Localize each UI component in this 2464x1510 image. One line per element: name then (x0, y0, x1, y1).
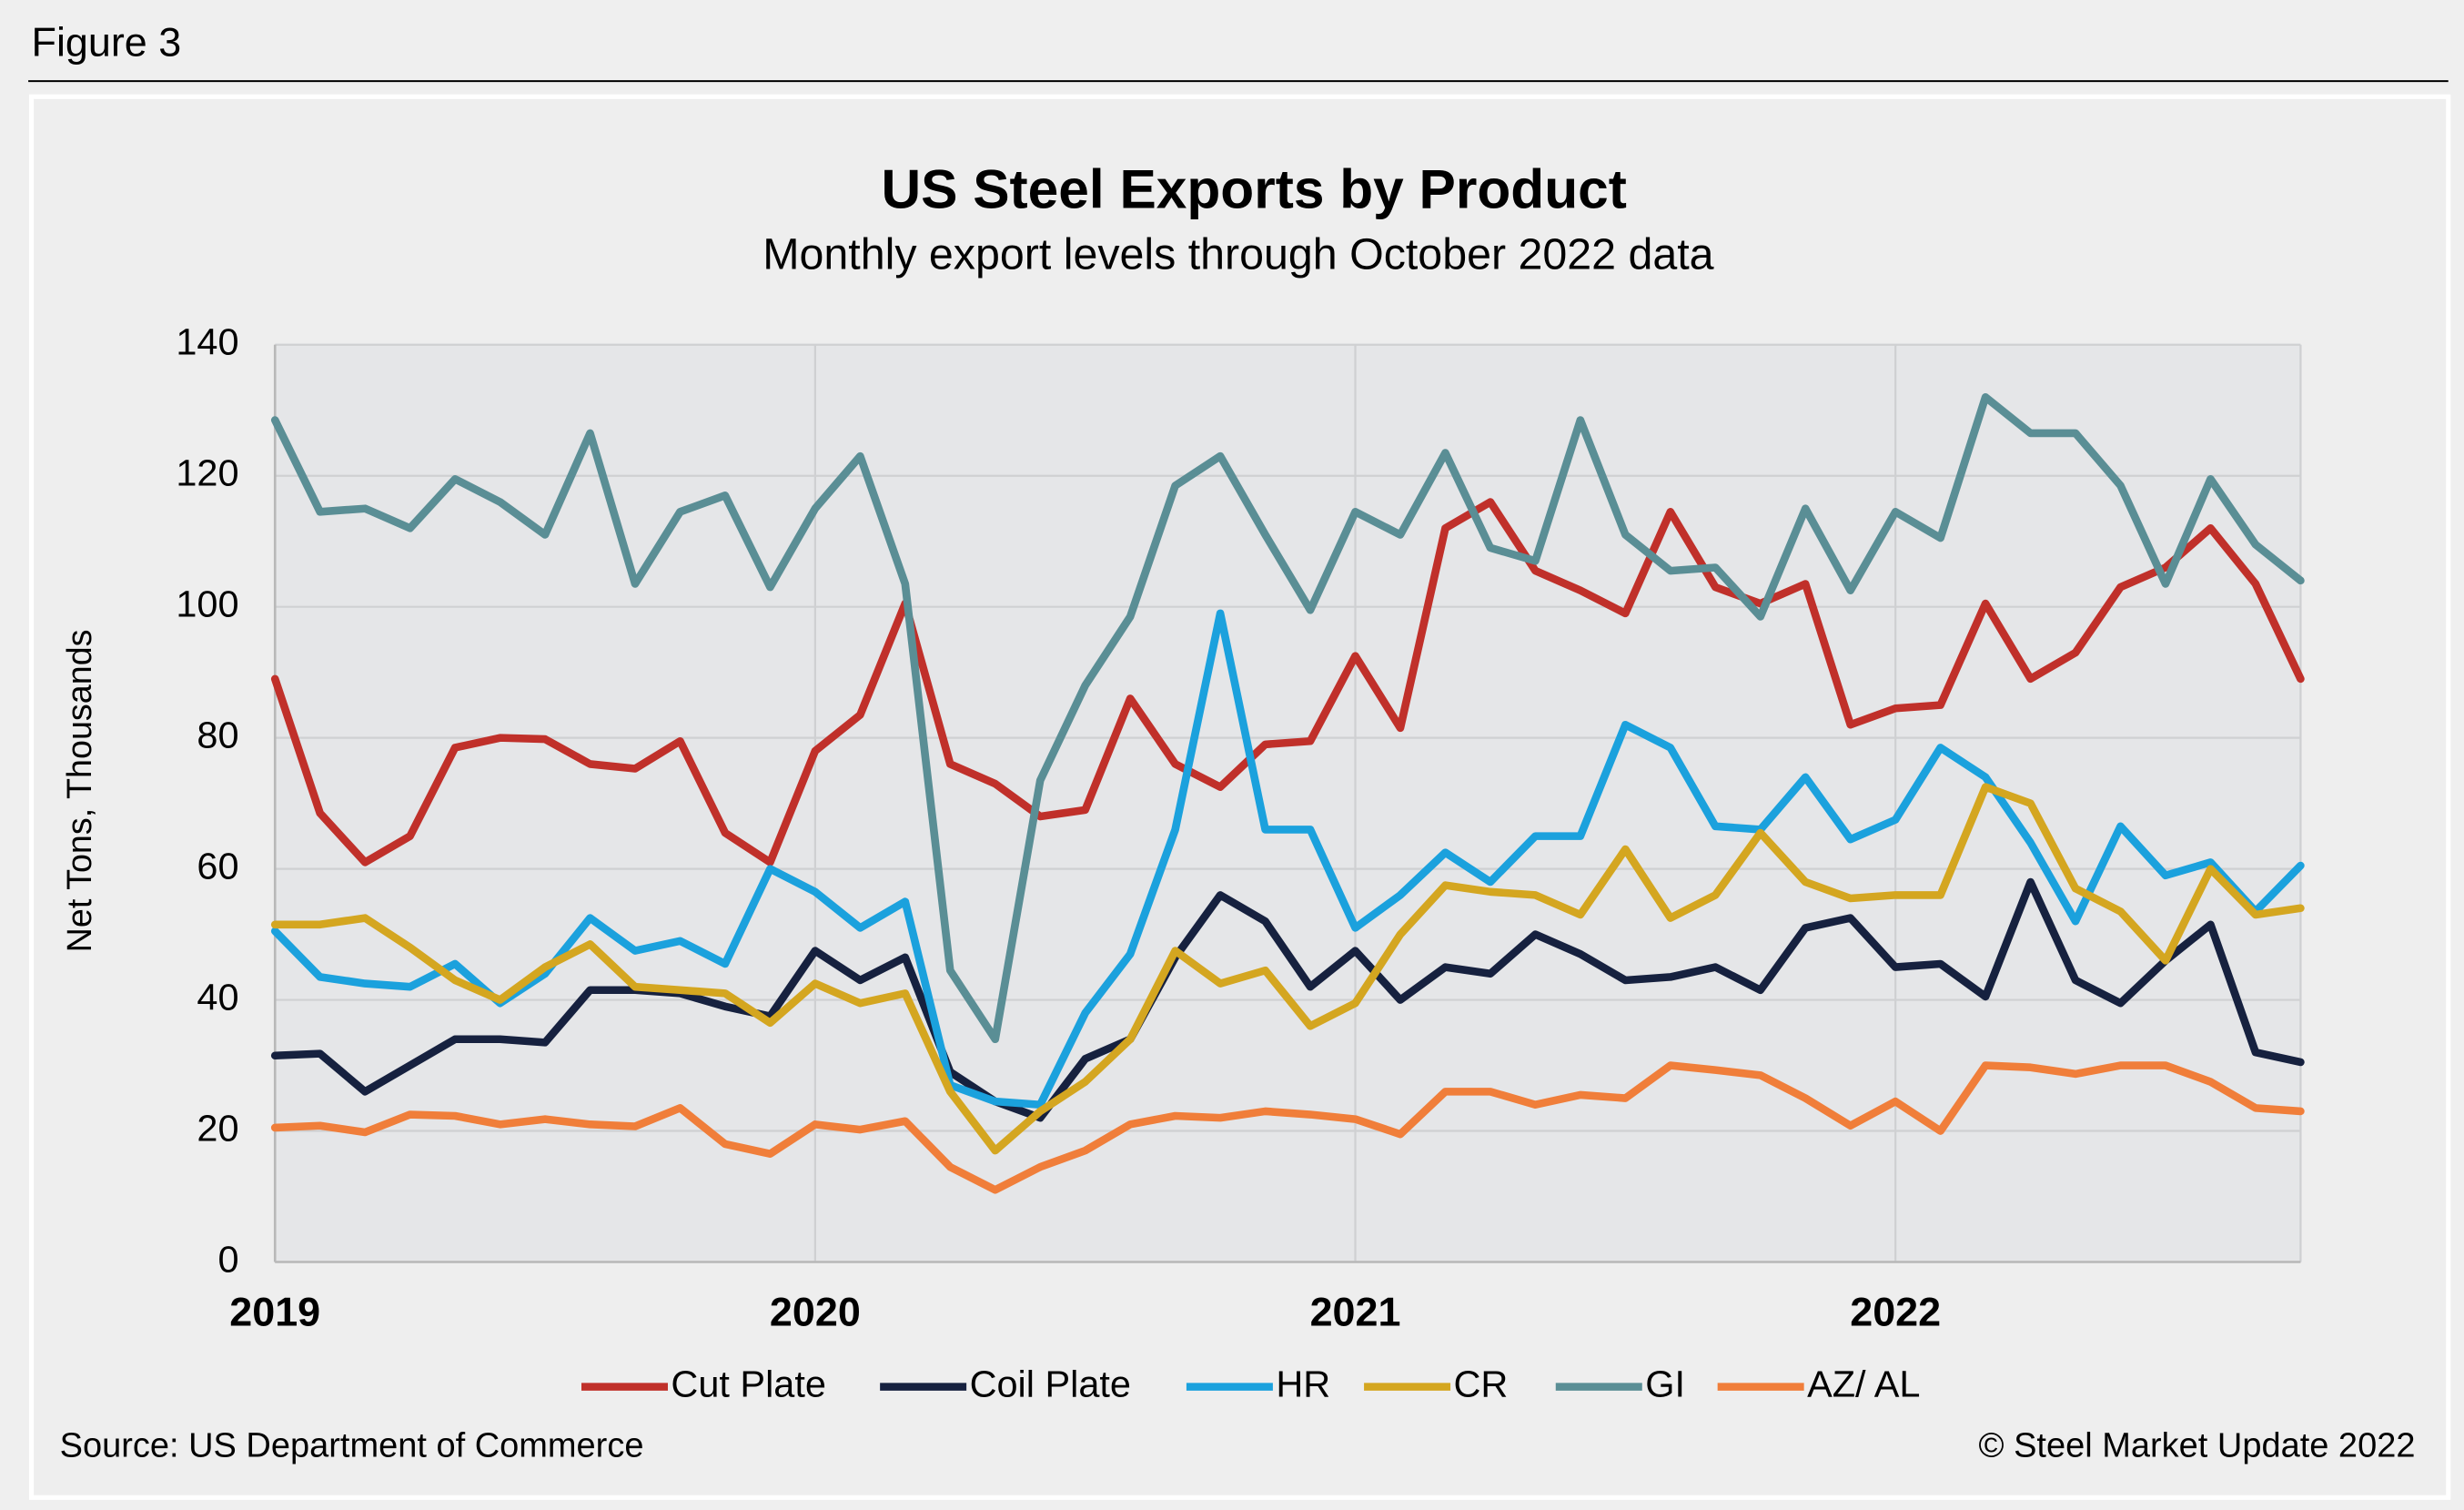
x-tick-label: 2022 (1850, 1291, 1941, 1335)
legend-label: AZ/ AL (1807, 1363, 1920, 1405)
y-tick-label: 0 (217, 1239, 238, 1281)
x-tick-label: 2019 (229, 1291, 320, 1335)
y-tick-label: 20 (197, 1108, 238, 1150)
figure-label: Figure 3 (32, 21, 182, 66)
y-axis-label: Net Tons, Thousands (61, 629, 99, 952)
x-tick-label: 2021 (1310, 1291, 1401, 1335)
chart-subtitle: Monthly export levels through October 20… (762, 230, 1714, 279)
legend-label: Coil Plate (970, 1363, 1131, 1405)
y-tick-label: 140 (176, 321, 238, 363)
y-tick-label: 80 (197, 714, 238, 756)
y-tick-label: 40 (197, 977, 238, 1018)
series-line (270, 498, 2305, 866)
legend-label: CR (1454, 1363, 1509, 1405)
series-line (270, 877, 2305, 1122)
series-line (270, 609, 2305, 1110)
series-line (270, 393, 2305, 1044)
y-tick-label: 60 (197, 846, 238, 887)
y-tick-label: 100 (176, 583, 238, 625)
legend-label: GI (1645, 1363, 1685, 1405)
legend-label: Cut Plate (671, 1363, 825, 1405)
series-line (270, 1061, 2305, 1194)
source: Source: US Department of Commerce (60, 1427, 644, 1465)
chart-title: US Steel Exports by Product (881, 158, 1626, 220)
series-line (270, 783, 2305, 1155)
x-tick-label: 2020 (770, 1291, 861, 1335)
credit: © Steel Market Update 2022 (1979, 1427, 2416, 1465)
y-tick-label: 120 (176, 452, 238, 494)
legend-label: HR (1276, 1363, 1330, 1405)
